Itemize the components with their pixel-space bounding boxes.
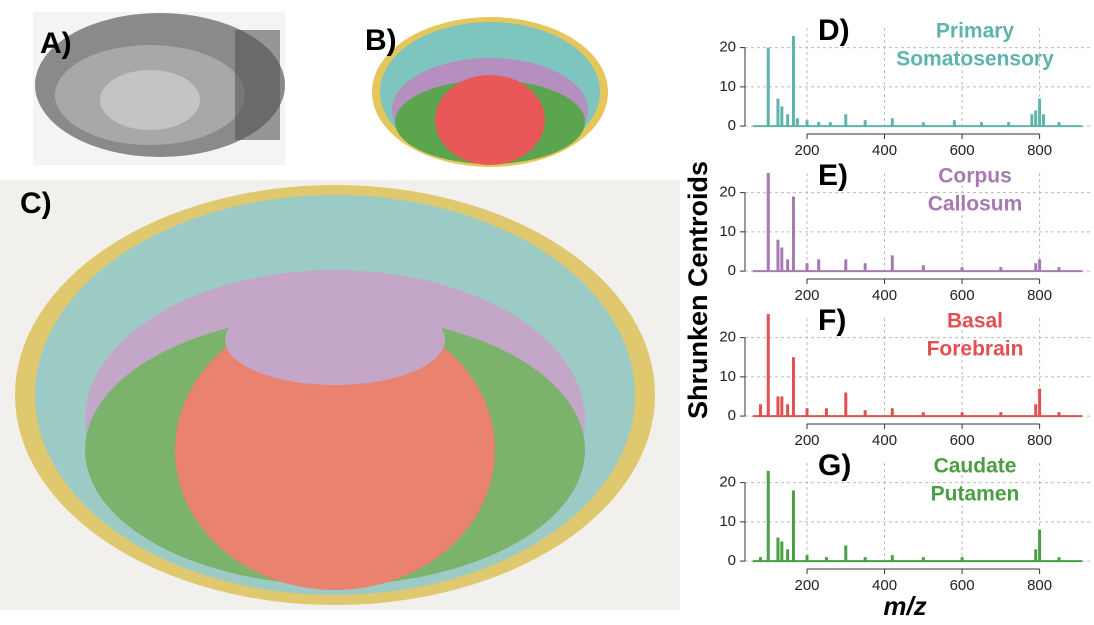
x-axis-label: m/z — [883, 591, 926, 621]
y-tick-label: 10 — [719, 78, 736, 95]
y-tick-label: 0 — [728, 262, 736, 279]
x-tick-label: 200 — [795, 432, 820, 449]
x-tick-label: 600 — [950, 287, 975, 304]
panel-label: E) — [818, 159, 848, 192]
overlay-image-c — [0, 180, 680, 610]
y-tick-label: 10 — [719, 223, 736, 240]
x-tick-label: 200 — [795, 577, 820, 594]
y-tick-label: 0 — [728, 117, 736, 134]
panel-label: B) — [365, 24, 397, 57]
segmentation-image-b — [372, 17, 608, 167]
y-tick-label: 0 — [728, 407, 736, 424]
chart-title: Putamen — [931, 483, 1020, 506]
x-tick-label: 800 — [1027, 577, 1052, 594]
chart-title: Callosum — [928, 193, 1023, 216]
page: {"panels": ["A)", "B)", "C)"], "y_label"… — [0, 0, 1094, 625]
x-tick-label: 600 — [950, 577, 975, 594]
x-tick-label: 400 — [872, 432, 897, 449]
y-axis-label: Shrunken Centroids — [683, 161, 713, 419]
y-tick-label: 0 — [728, 552, 736, 569]
figure: A) B) C) Shrunken Centroids m/z 01020200… — [0, 0, 1094, 625]
x-tick-label: 800 — [1027, 432, 1052, 449]
x-tick-label: 600 — [950, 432, 975, 449]
y-tick-label: 10 — [719, 368, 736, 385]
x-tick-label: 400 — [872, 287, 897, 304]
panel-label: A) — [40, 27, 72, 60]
x-tick-label: 800 — [1027, 287, 1052, 304]
panel-label: G) — [818, 449, 851, 482]
x-tick-label: 400 — [872, 577, 897, 594]
panel-label: C) — [20, 187, 52, 220]
x-tick-label: 200 — [795, 287, 820, 304]
chart-title: Primary — [936, 20, 1015, 43]
x-tick-label: 200 — [795, 142, 820, 159]
y-tick-label: 20 — [719, 39, 736, 56]
y-tick-label: 20 — [719, 184, 736, 201]
y-tick-label: 10 — [719, 513, 736, 530]
panel-label: F) — [818, 304, 846, 337]
panel-label: D) — [818, 14, 850, 47]
chart-title: Caudate — [934, 455, 1017, 478]
chart-title: Forebrain — [927, 338, 1024, 361]
chart-title: Corpus — [938, 165, 1012, 188]
x-tick-label: 600 — [950, 142, 975, 159]
x-tick-label: 400 — [872, 142, 897, 159]
y-tick-label: 20 — [719, 329, 736, 346]
x-tick-label: 800 — [1027, 142, 1052, 159]
y-tick-label: 20 — [719, 474, 736, 491]
chart-title: Basal — [947, 310, 1003, 333]
chart-title: Somatosensory — [896, 48, 1054, 71]
